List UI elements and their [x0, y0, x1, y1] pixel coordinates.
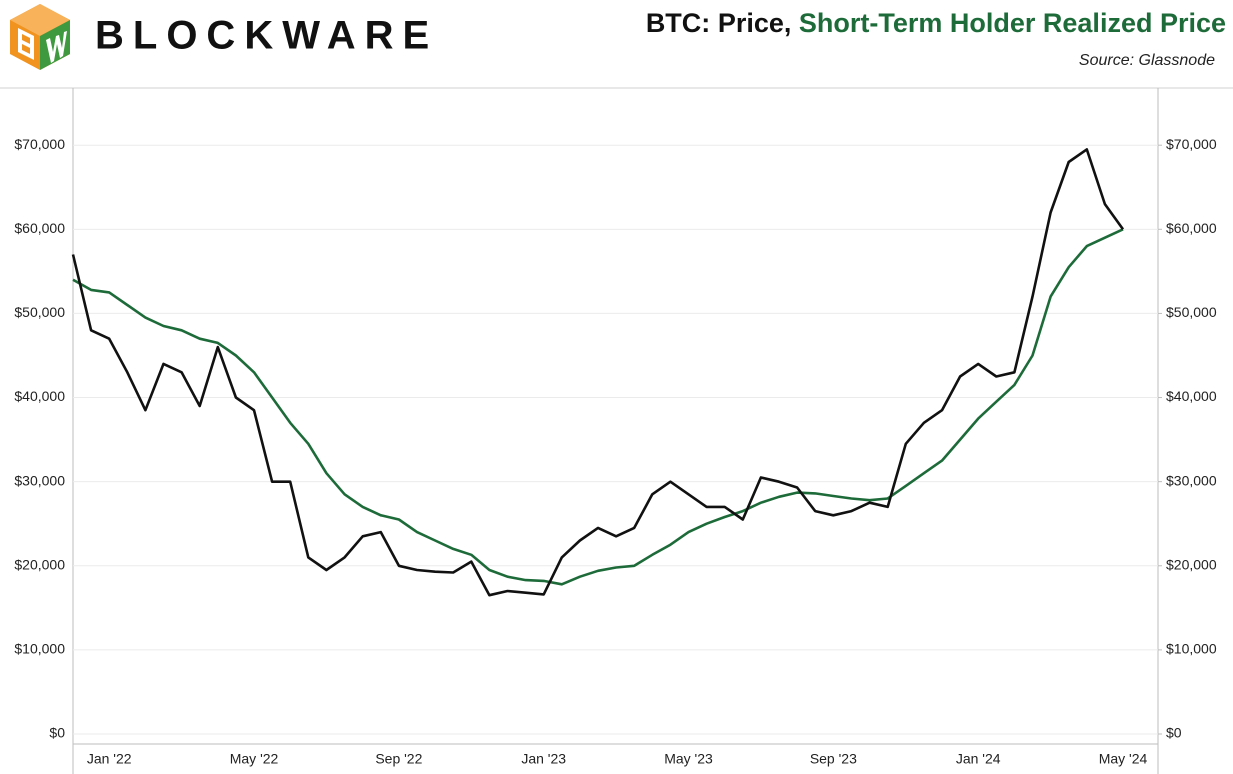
y-tick-label: $20,000 [14, 556, 65, 572]
y-tick-label: $70,000 [14, 136, 65, 152]
x-tick-label: May '23 [664, 751, 713, 767]
y2-tick-label: $30,000 [1166, 472, 1217, 488]
y2-tick-label: $60,000 [1166, 220, 1217, 236]
title-lead: BTC: [646, 8, 710, 38]
x-tick-label: Sep '23 [810, 751, 857, 767]
logo [10, 4, 70, 70]
x-tick-label: Jan '22 [87, 751, 132, 767]
title-series-sth: Short-Term Holder Realized Price [799, 8, 1226, 38]
y-tick-label: $30,000 [14, 472, 65, 488]
y2-tick-label: $70,000 [1166, 136, 1217, 152]
brand: BLOCKWARE [95, 14, 438, 58]
y-tick-label: $50,000 [14, 304, 65, 320]
y-tick-label: $0 [49, 725, 65, 741]
y2-tick-label: $10,000 [1166, 641, 1217, 657]
x-tick-label: Jan '23 [521, 751, 566, 767]
y2-tick-label: $50,000 [1166, 304, 1217, 320]
x-tick-label: Sep '22 [375, 751, 422, 767]
chart-title: BTC: Price, Short-Term Holder Realized P… [646, 8, 1226, 38]
y-tick-label: $10,000 [14, 641, 65, 657]
y-tick-label: $40,000 [14, 388, 65, 404]
x-tick-label: Jan '24 [956, 751, 1001, 767]
y2-tick-label: $20,000 [1166, 556, 1217, 572]
y2-tick-label: $0 [1166, 725, 1182, 741]
x-tick-label: May '24 [1099, 751, 1148, 767]
y-tick-label: $60,000 [14, 220, 65, 236]
series-line [72, 228, 1124, 586]
x-tick-label: May '22 [230, 751, 279, 767]
grid [73, 144, 1158, 735]
y2-tick-label: $40,000 [1166, 388, 1217, 404]
title-series-price: Price, [718, 8, 792, 38]
source: Source: Glassnode [1079, 52, 1215, 69]
series-line [71, 148, 1125, 597]
